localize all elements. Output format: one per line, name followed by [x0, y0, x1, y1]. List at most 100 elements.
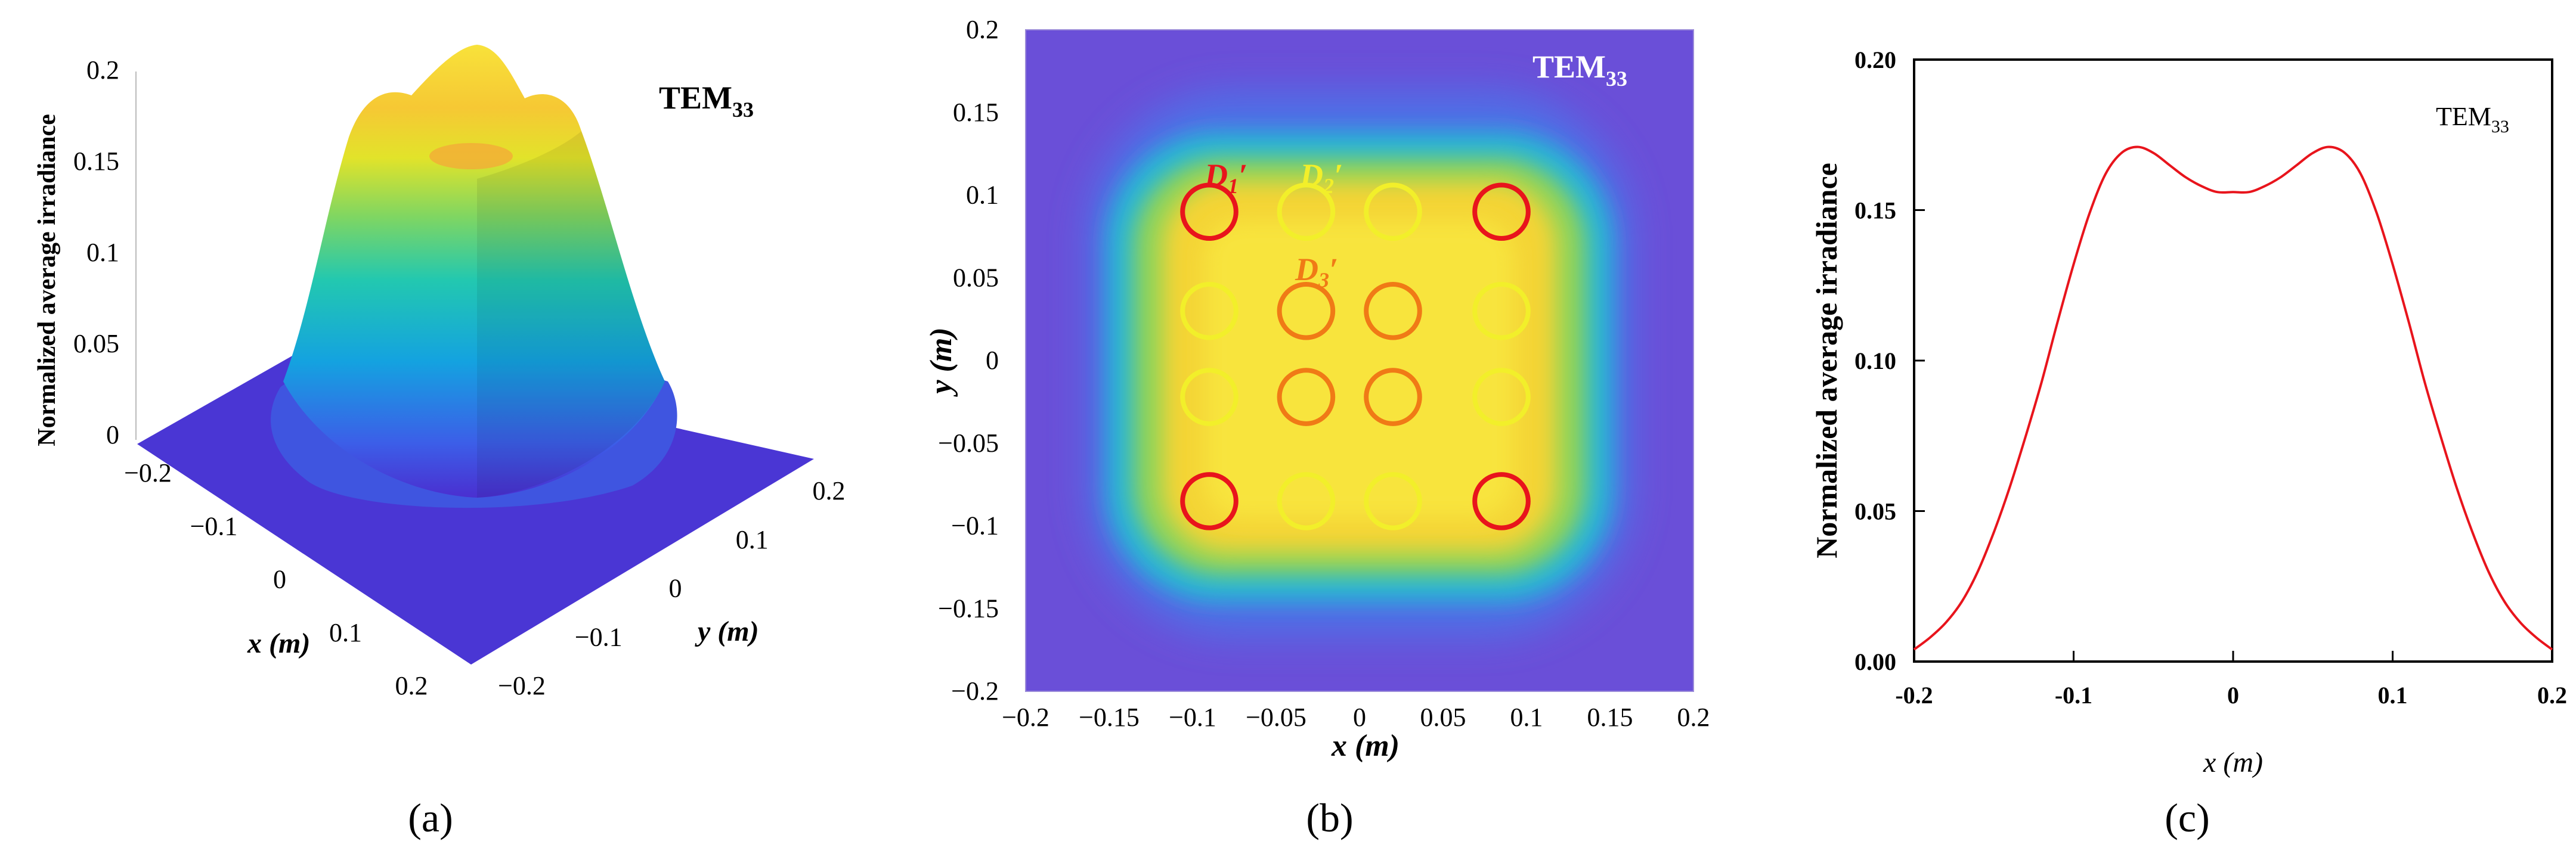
x-tick-label: 0.1: [329, 618, 362, 647]
y-axis-label: Normalized average irradiance: [1810, 163, 1843, 558]
x-axis-label: x (m): [247, 628, 310, 659]
x-tick-label: 0: [273, 565, 286, 594]
detector-circle-d2: [1180, 368, 1239, 426]
y-tick-labels: −0.2 −0.1 0 0.1 0.2: [498, 476, 845, 700]
mode-label-a: TEM33: [659, 80, 754, 122]
detector-circle-d1: [1180, 182, 1239, 241]
detector-label-d2: D2′: [1299, 157, 1343, 198]
surface-shade: [477, 131, 665, 498]
x-tick-label: −0.2: [1002, 703, 1049, 732]
y-ticks: 0.00 0.05 0.10 0.15 0.20: [1854, 46, 1925, 675]
detector-circle-d1: [1472, 472, 1531, 530]
x-tick-label: -0.2: [1895, 682, 1933, 709]
x-axis-label: x (m): [1331, 729, 1400, 763]
x-tick-label: −0.1: [190, 511, 238, 541]
mode-label-c: TEM33: [2436, 102, 2509, 136]
heatmap-center: [1205, 221, 1515, 519]
y-tick-label: 0: [986, 346, 999, 375]
detector-circle-d2: [1364, 182, 1422, 241]
detector-circle-d2: [1472, 281, 1531, 340]
detector-circle-d3: [1364, 368, 1422, 426]
z-tick-label: 0.2: [86, 55, 119, 85]
mode-label-a-main: TEM: [659, 80, 732, 116]
mode-label-c-main: TEM: [2436, 102, 2491, 131]
x-tick-label: 0.2: [395, 671, 428, 700]
x-tick-label: -0.1: [2055, 682, 2092, 709]
surface-peak: [283, 45, 665, 498]
detector-circle-d2: [1364, 472, 1422, 530]
detector-circle-d1: [1180, 472, 1239, 530]
detector-circle-d3: [1364, 281, 1422, 340]
z-tick-label: 0.15: [73, 147, 119, 176]
x-ticks: -0.2 -0.1 0 0.1 0.2: [1895, 651, 2567, 709]
panel-c: 0.00 0.05 0.10 0.15 0.20 -0.2 -0.1 0 0.1 0.2 x (…: [1810, 46, 2567, 840]
detector-circle-d2: [1277, 472, 1336, 530]
y-tick-label: 0.20: [1854, 46, 1896, 73]
y-tick-label: 0.2: [966, 15, 999, 44]
detector-circle-d3: [1277, 281, 1336, 340]
y-tick-label: −0.15: [938, 594, 999, 623]
heatmap-frame: [1025, 29, 1694, 692]
detector-label-d2-prime: ′: [1334, 157, 1343, 193]
mode-label-b: TEM33: [1532, 49, 1627, 91]
x-tick-labels: −0.2 −0.15 −0.1 −0.05 0 0.05 0.1 0.15 0.2: [1002, 703, 1710, 732]
detector-circle-d2: [1472, 368, 1531, 426]
panel-b: −0.2 −0.15 −0.1 −0.05 0 0.05 0.1 0.15 0.2 0.2 0.1…: [924, 15, 1710, 840]
detector-label-d2-main: D: [1299, 157, 1323, 193]
x-tick-labels: −0.2 −0.1 0 0.1 0.2: [124, 458, 428, 700]
x-tick-label: 0: [1353, 703, 1366, 732]
plot-frame: [1913, 58, 2553, 663]
y-tick-label: 0.15: [953, 98, 999, 127]
y-tick-label: −0.1: [951, 511, 999, 541]
y-tick-label: 0.10: [1854, 347, 1896, 374]
y-tick-label: 0.2: [813, 476, 846, 505]
x-tick-label: 0.1: [1510, 703, 1543, 732]
y-tick-label: 0.05: [1854, 498, 1896, 525]
detector-circle-d1: [1472, 182, 1531, 241]
surface-crater: [429, 143, 513, 169]
mode-label-c-sub: 33: [2491, 117, 2509, 136]
x-tick-label: 0.05: [1420, 703, 1466, 732]
x-tick-label: 0.2: [2537, 682, 2567, 709]
detector-circle-d2: [1180, 281, 1239, 340]
y-tick-label: 0.1: [966, 181, 999, 210]
y-tick-label: 0.00: [1854, 648, 1896, 675]
y-tick-label: −0.05: [938, 429, 999, 458]
x-tick-label: 0.1: [2378, 682, 2408, 709]
mode-label-b-sub: 33: [1606, 67, 1627, 91]
y-tick-label: −0.2: [498, 671, 546, 700]
detector-label-d1-prime: ′: [1239, 157, 1247, 193]
detector-label-d1: D1′: [1204, 157, 1247, 198]
mode-label-b-main: TEM: [1532, 49, 1606, 85]
x-tick-label: −0.2: [124, 458, 172, 488]
detector-label-d2-sub: 2: [1323, 174, 1334, 198]
y-tick-label: 0.05: [953, 263, 999, 292]
x-tick-label: 0.15: [1587, 703, 1633, 732]
detector-label-d1-sub: 1: [1228, 174, 1239, 198]
caption-b: (b): [1306, 795, 1353, 840]
profile-line: [1913, 145, 2553, 651]
z-tick-label: 0.1: [86, 238, 119, 267]
detector-label-d1-main: D: [1204, 157, 1228, 193]
x-tick-label: −0.05: [1246, 703, 1306, 732]
x-axis-label: x (m): [2203, 747, 2263, 778]
y-axis-label-text: y (m): [695, 616, 759, 647]
x-tick-label: 0: [2227, 682, 2239, 709]
y-tick-labels: 0.2 0.15 0.1 0.05 0 −0.05 −0.1 −0.15 −0.2: [938, 15, 999, 706]
detector-circle-d3: [1277, 368, 1336, 426]
z-axis-label: Normalized average irradiance: [33, 114, 61, 446]
caption-a: (a): [408, 795, 453, 840]
y-axis-label: y (m): [924, 327, 958, 397]
y-tick-label: −0.1: [575, 622, 623, 651]
y-tick-label: −0.2: [951, 676, 999, 706]
y-tick-label: 0.15: [1854, 197, 1896, 224]
y-tick-label: 0: [669, 574, 682, 603]
detector-label-d3-sub: 3: [1318, 268, 1329, 292]
y-tick-label: 0.1: [736, 525, 769, 554]
z-tick-label: 0: [106, 420, 119, 449]
x-tick-label: −0.1: [1169, 703, 1216, 732]
panel-a: 0 0.05 0.1 0.15 0.2 Normalized average irrad…: [33, 45, 846, 840]
detector-label-d3-prime: ′: [1329, 252, 1338, 287]
mode-label-a-sub: 33: [732, 98, 754, 122]
